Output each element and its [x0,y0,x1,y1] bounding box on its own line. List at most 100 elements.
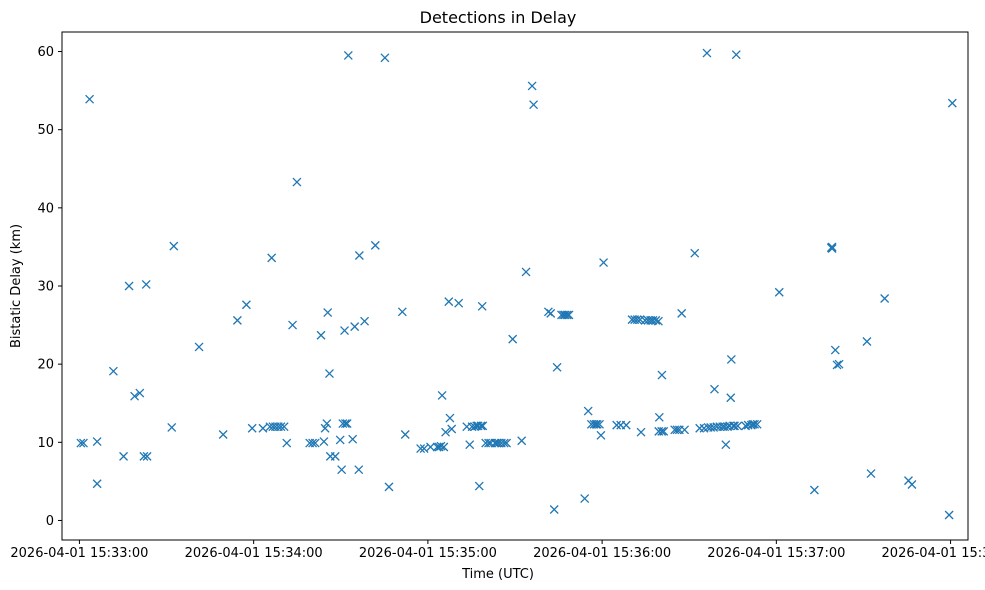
data-point [79,438,88,448]
data-point [167,422,177,432]
y-tick-label: 50 [37,123,54,138]
data-point [241,300,251,310]
data-point [680,425,690,435]
data-point [690,248,700,258]
data-point [335,435,345,445]
data-point [499,438,509,448]
data-point [348,434,358,444]
data-point [521,267,531,277]
data-point [324,369,334,378]
data-point [728,421,738,431]
data-point [76,438,86,448]
data-point [552,362,562,372]
data-point [338,419,348,429]
data-point [657,426,667,436]
data-point [330,451,340,461]
plot-frame [61,31,969,541]
data-point [474,481,484,491]
data-point [478,421,488,431]
data-point [657,370,667,380]
data-point [583,406,593,416]
data-point [834,359,844,369]
data-point [866,469,876,479]
data-point [621,420,631,430]
data-point [947,98,957,108]
data-point [258,423,268,433]
data-point [319,437,329,446]
data-point [342,419,352,429]
data-point [354,465,364,475]
data-point [721,440,731,450]
data-point [247,423,257,433]
x-tick-label: 2026-04-01 15:34:00 [185,546,323,561]
data-point [437,390,447,400]
data-point [546,308,556,318]
data-point [702,48,712,58]
y-axis-label: Bistatic Delay (km) [9,224,24,348]
data-point [380,53,390,63]
data-point [322,419,332,429]
data-point [490,438,500,448]
data-point [653,316,663,326]
data-point [549,505,559,514]
data-point [436,441,446,451]
data-point [444,297,454,307]
data-point [320,423,330,433]
data-point [232,315,242,325]
x-tick-label: 2026-04-01 15:37:00 [707,546,845,561]
data-point [400,430,410,439]
data-point [397,307,407,317]
data-point [560,310,570,320]
x-tick-label: 2026-04-01 15:35:00 [359,546,497,561]
x-tick-label: 2026-04-01 15:33:00 [10,546,148,561]
data-point [710,384,719,394]
data-point [141,279,151,289]
data-point [730,421,739,431]
data-point [809,485,819,495]
data-point [267,253,277,263]
data-point [169,241,179,251]
data-point [108,366,118,376]
data-point [733,421,743,431]
data-point [354,251,364,260]
data-point [562,310,572,320]
data-point [827,242,837,252]
data-point [748,419,758,429]
data-point [135,388,145,398]
data-point [564,310,574,320]
data-point [218,430,228,439]
data-point [632,315,642,325]
data-point [508,334,518,344]
data-point [907,480,917,489]
data-point [612,420,622,430]
data-point [595,419,604,429]
data-point [527,81,537,91]
data-point [142,451,152,461]
data-point [827,244,837,253]
data-point [316,330,326,340]
data-point [441,427,451,437]
y-tick-label: 40 [37,201,54,216]
data-point [862,337,872,346]
data-point [350,322,360,332]
data-point [279,422,289,432]
x-tick-label: 2026-04-01 15:38:00 [882,546,985,561]
data-point [752,419,762,429]
data-point [529,100,539,110]
data-point [370,240,380,250]
data-point [292,177,302,187]
data-point [92,479,102,489]
data-point [502,438,512,448]
data-point [484,438,494,448]
data-point [360,316,370,326]
data-point [654,412,664,422]
data-point [426,442,435,452]
data-point [774,287,784,297]
data-point [85,94,95,104]
data-point [636,427,646,437]
data-point [651,315,661,325]
data-point [439,442,449,452]
data-point [308,438,318,448]
y-tick-label: 60 [37,45,54,60]
